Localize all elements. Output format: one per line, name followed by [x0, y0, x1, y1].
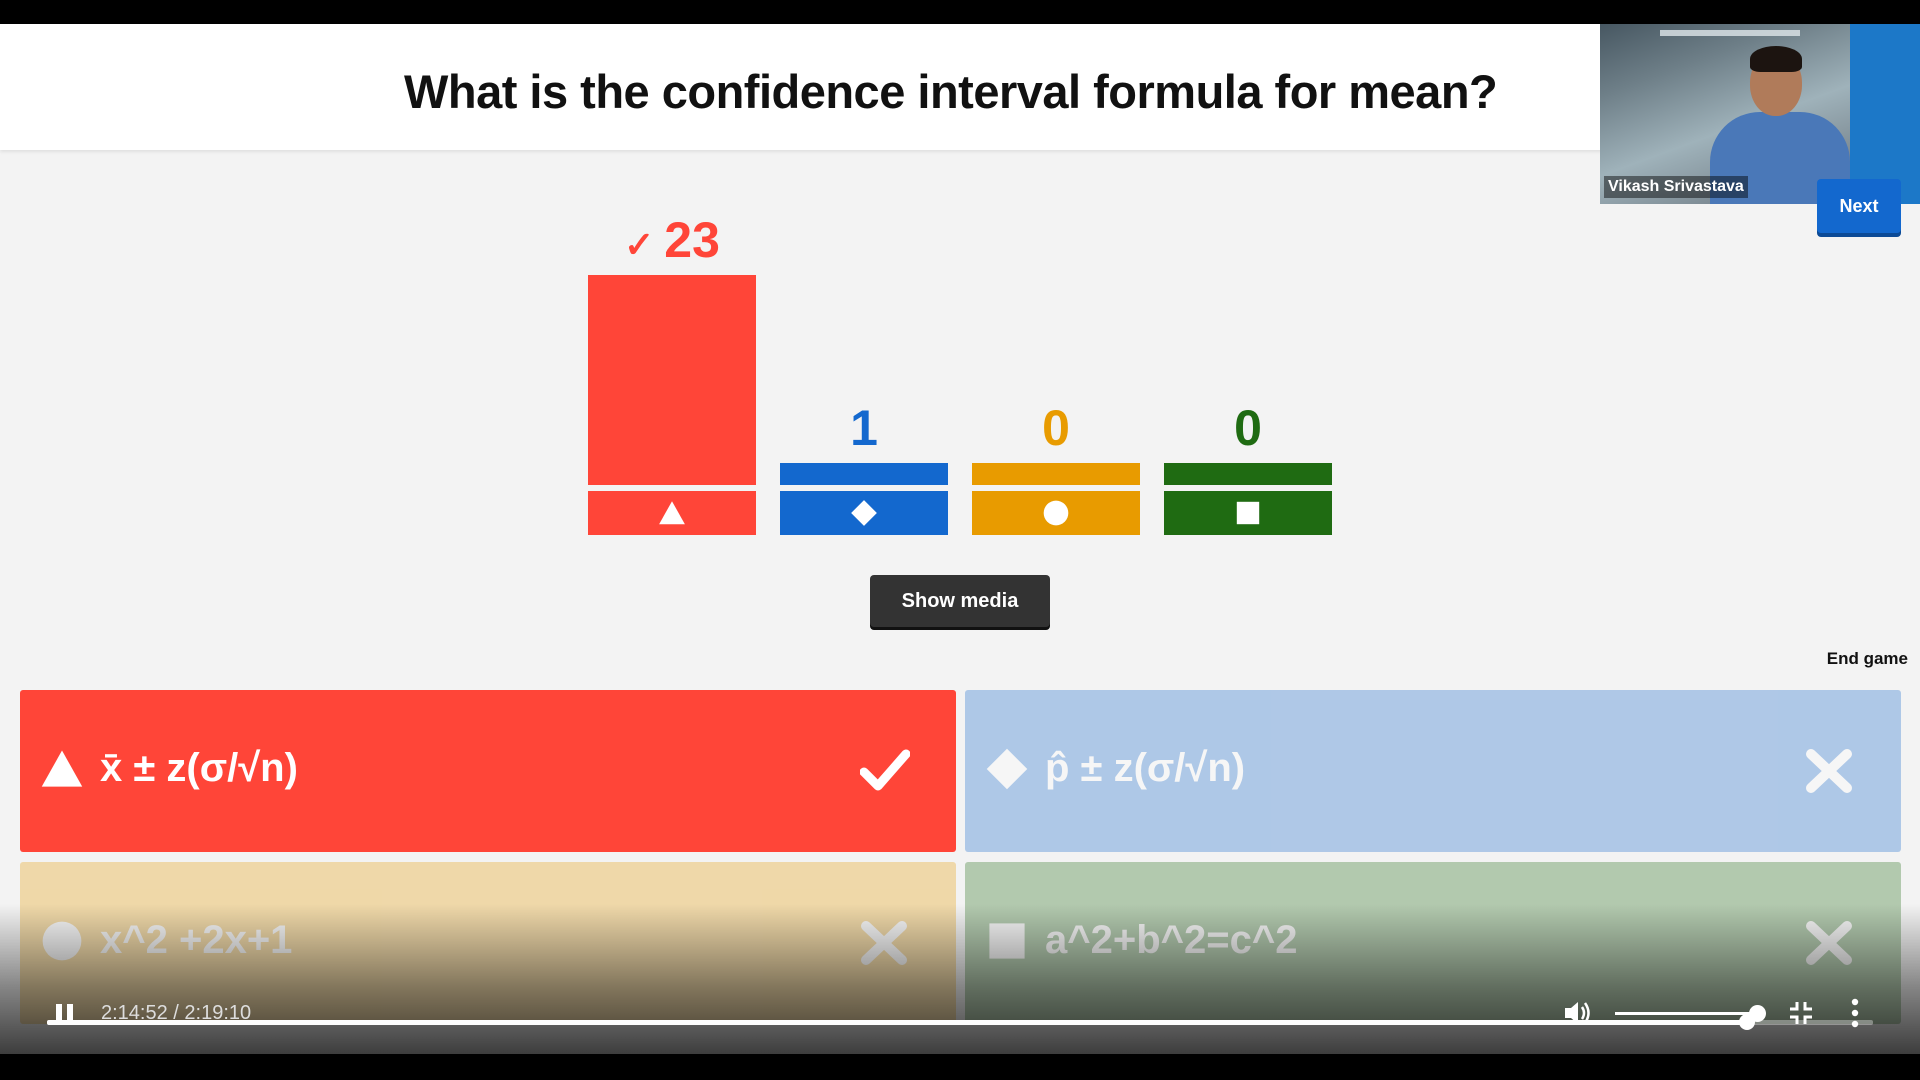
answer-option-diamond: p̂ ± z(σ/√n) — [965, 690, 1901, 852]
answer-text: x̄ ± z(σ/√n) — [100, 746, 298, 790]
result-count-diamond: 1 — [850, 400, 878, 456]
volume-slider[interactable] — [1615, 1005, 1766, 1022]
result-count-triangle: ✓ 23 — [588, 211, 756, 269]
diamond-icon — [985, 747, 1029, 791]
end-game-link[interactable]: End game — [1826, 649, 1908, 668]
video-progress-bar[interactable] — [47, 1014, 1873, 1030]
answer-results-chart: ✓ 23 1 0 0 — [0, 24, 1920, 584]
show-media-button[interactable]: Show media — [870, 575, 1050, 627]
question-title: What is the confidence interval formula … — [404, 65, 1498, 118]
result-bar-diamond — [780, 463, 948, 485]
exit-fullscreen-icon[interactable] — [1788, 1000, 1814, 1026]
incorrect-x-icon — [1805, 748, 1855, 794]
webcam-feed: Vikash Srivastava — [1600, 24, 1920, 204]
result-count-circle: 0 — [1042, 400, 1070, 456]
circle-icon — [1042, 499, 1070, 527]
result-icon-box-circle — [972, 491, 1140, 535]
webcam-background-panel — [1850, 24, 1920, 204]
answer-text: p̂ ± z(σ/√n) — [1045, 746, 1246, 790]
diamond-icon — [850, 499, 878, 527]
video-progress-fill — [47, 1020, 1747, 1025]
result-bar-triangle — [588, 275, 756, 485]
result-count-square: 0 — [1234, 400, 1262, 456]
video-time: 2:14:52 / 2:19:10 — [101, 1002, 252, 1024]
video-progress-thumb[interactable] — [1739, 1014, 1755, 1030]
webcam-name-label: Vikash Srivastava — [1604, 176, 1748, 198]
video-controls: 2:14:52 / 2:19:10 — [0, 982, 1920, 1052]
video-controls-shade — [0, 904, 1920, 1054]
answer-option-triangle: x̄ ± z(σ/√n) — [20, 690, 956, 852]
next-button[interactable]: Next — [1817, 179, 1901, 233]
webcam-background-light — [1660, 30, 1800, 36]
result-count-value: 23 — [664, 212, 720, 268]
result-bar-square — [1164, 463, 1332, 485]
triangle-icon — [40, 747, 84, 791]
pause-icon[interactable] — [54, 1002, 76, 1026]
result-bar-circle — [972, 463, 1140, 485]
correct-check-icon — [859, 748, 911, 794]
quiz-stage: What is the confidence interval formula … — [0, 24, 1920, 1054]
webcam-person-hair — [1750, 46, 1802, 72]
triangle-icon — [658, 499, 686, 527]
result-icon-box-diamond — [780, 491, 948, 535]
result-icon-box-square — [1164, 491, 1332, 535]
square-icon — [1234, 499, 1262, 527]
result-icon-box-triangle — [588, 491, 756, 535]
more-options-icon[interactable] — [1848, 998, 1862, 1028]
correct-check-icon: ✓ — [624, 224, 655, 265]
